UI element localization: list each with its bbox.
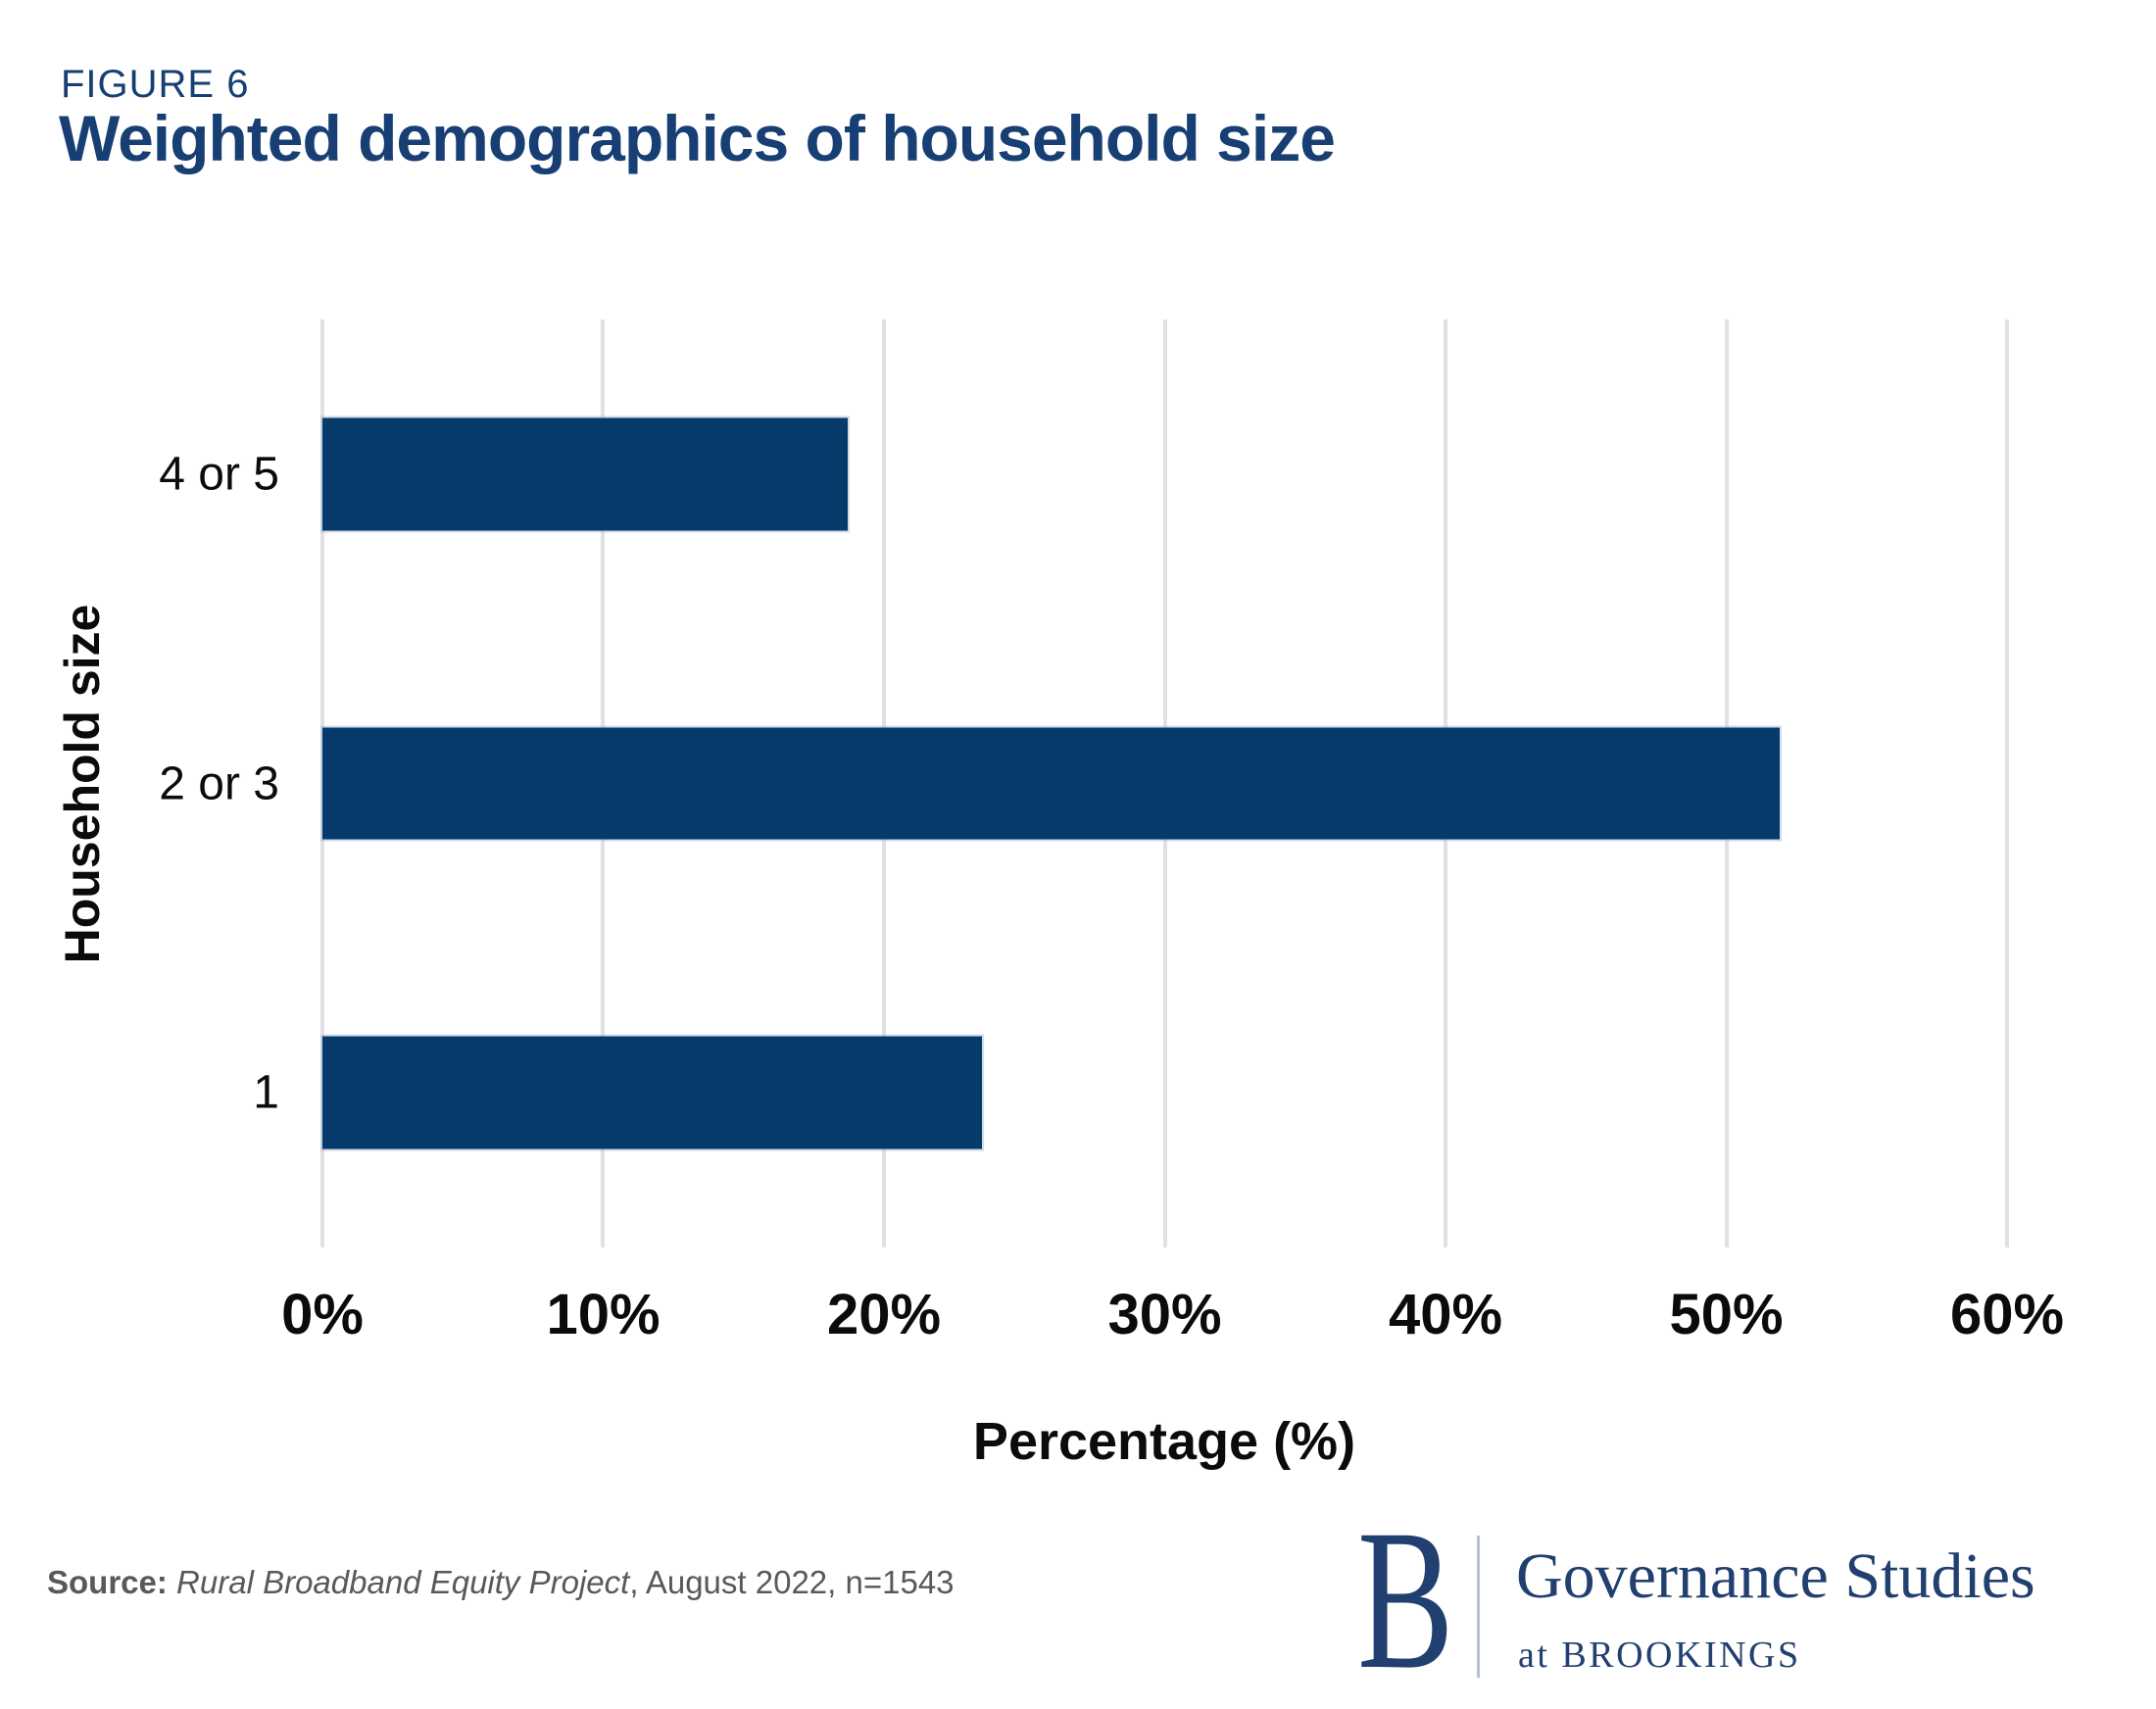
plot-area [320, 319, 2009, 1247]
x-tick-row: 0% 10% 20% 30% 40% 50% 60% [281, 1282, 2064, 1350]
x-tick-label: 10% [546, 1283, 661, 1346]
x-tick-label: 30% [1107, 1283, 1222, 1346]
y-category-label: 1 [253, 1066, 279, 1119]
y-category-label: 2 or 3 [159, 757, 279, 809]
chart-title: Weighted demographics of household size [59, 102, 1336, 174]
x-tick-label: 0% [281, 1283, 364, 1346]
gridline [2005, 319, 2009, 1247]
y-category-column: 4 or 5 2 or 3 1 [0, 319, 279, 1247]
source-suffix: , August 2022, n=1543 [629, 1564, 955, 1600]
figure-number-label: FIGURE 6 [61, 63, 250, 106]
brookings-logo: B Governance Studies at BROOKINGS [1357, 1489, 2122, 1709]
logo-at-brookings: at BROOKINGS [1518, 1635, 1801, 1676]
bar-2-or-3 [322, 727, 1780, 840]
logo-divider [1477, 1536, 1480, 1678]
logo-governance-studies: Governance Studies [1516, 1540, 2035, 1612]
y-category-label: 4 or 5 [159, 448, 279, 501]
source-prefix: Source: [47, 1564, 177, 1600]
x-axis-title: Percentage (%) [972, 1412, 1356, 1471]
brookings-b-mark: B [1357, 1489, 1454, 1709]
bar-4-or-5 [322, 417, 848, 531]
x-tick-label: 20% [826, 1283, 942, 1346]
x-tick-label: 60% [1949, 1283, 2065, 1346]
bar-1 [322, 1036, 983, 1149]
x-tick-label: 50% [1669, 1283, 1784, 1346]
source-name: Rural Broadband Equity Project [176, 1564, 630, 1600]
x-tick-label: 40% [1388, 1283, 1503, 1346]
source-line: Source: Rural Broadband Equity Project, … [47, 1564, 955, 1601]
